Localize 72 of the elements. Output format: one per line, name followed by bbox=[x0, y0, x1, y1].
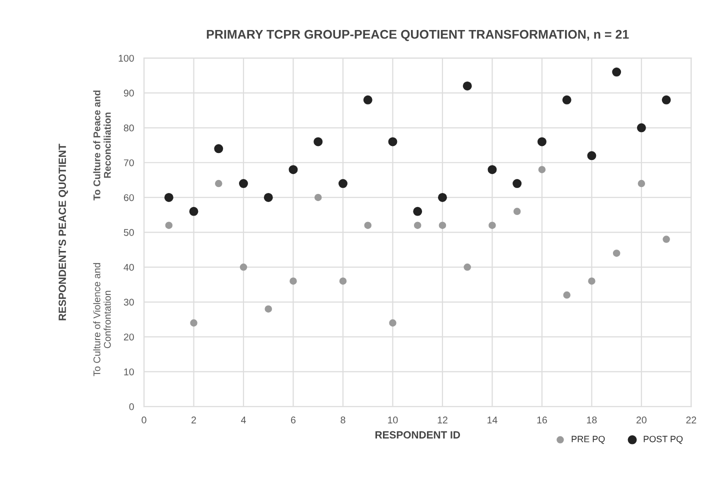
y-tick-label: 60 bbox=[124, 194, 134, 202]
y-tick-label: 100 bbox=[118, 54, 134, 62]
point bbox=[537, 137, 546, 146]
x-tick-label: 20 bbox=[636, 416, 646, 424]
text: To Culture of Peace and Reconciliation bbox=[93, 90, 111, 200]
point bbox=[638, 180, 646, 188]
y-tick-label: 80 bbox=[124, 124, 134, 132]
point bbox=[264, 305, 272, 313]
point bbox=[438, 222, 446, 229]
point bbox=[513, 208, 521, 216]
point bbox=[288, 165, 298, 174]
x-tick-label: 16 bbox=[537, 416, 547, 424]
x-tick-label: 6 bbox=[291, 416, 296, 424]
point bbox=[388, 137, 398, 146]
x-axis-title: RESPONDENT ID bbox=[375, 431, 460, 439]
y-tick-label: 70 bbox=[124, 159, 134, 166]
point bbox=[587, 151, 596, 160]
point bbox=[636, 123, 646, 132]
point bbox=[462, 81, 472, 90]
x-tick-label: 0 bbox=[142, 416, 146, 424]
point bbox=[414, 222, 422, 229]
x-tick-label: 4 bbox=[241, 416, 246, 424]
point bbox=[214, 180, 222, 188]
text: To Culture of Violence and Confrontation bbox=[93, 263, 111, 376]
point bbox=[662, 236, 670, 243]
point bbox=[338, 179, 348, 188]
legend-label: PRE PQ bbox=[572, 436, 605, 444]
point bbox=[612, 68, 622, 77]
y-tick-label: 0 bbox=[129, 403, 134, 410]
point bbox=[165, 222, 173, 229]
point bbox=[240, 264, 248, 271]
point bbox=[363, 95, 372, 104]
point bbox=[562, 95, 572, 104]
point bbox=[214, 144, 224, 154]
x-tick-label: 2 bbox=[192, 416, 196, 424]
y-tick-label: 10 bbox=[124, 368, 134, 376]
point bbox=[464, 264, 471, 271]
point bbox=[563, 291, 570, 299]
point bbox=[389, 319, 396, 327]
y-tick-label: 90 bbox=[124, 90, 134, 97]
y-axis-title: RESPONDENT'S PEACE QUOTIENT bbox=[58, 144, 68, 320]
y-tick-label: 20 bbox=[124, 334, 134, 340]
point bbox=[189, 206, 198, 216]
point bbox=[339, 277, 347, 285]
point bbox=[238, 179, 248, 188]
legend-label: POST PQ bbox=[644, 436, 683, 444]
y-tick-label: 50 bbox=[124, 229, 134, 236]
point bbox=[413, 206, 422, 216]
chart-title: PRIMARY TCPR GROUP-PEACE QUOTIENT TRANSFORMATION, n = 21 bbox=[206, 30, 629, 42]
point bbox=[538, 166, 546, 174]
y-tick-label: 40 bbox=[124, 264, 134, 271]
point bbox=[488, 165, 497, 174]
x-tick-label: 22 bbox=[686, 416, 696, 424]
point bbox=[488, 222, 496, 229]
point bbox=[190, 319, 198, 327]
point bbox=[364, 222, 372, 229]
point bbox=[512, 179, 522, 188]
point bbox=[438, 192, 447, 202]
point bbox=[612, 250, 620, 257]
y-tick-label: 30 bbox=[124, 298, 134, 306]
point bbox=[662, 95, 671, 104]
point bbox=[314, 137, 323, 146]
point bbox=[290, 277, 297, 285]
point bbox=[314, 194, 322, 202]
x-tick-label: 8 bbox=[340, 416, 346, 424]
x-tick-label: 18 bbox=[587, 416, 597, 424]
point bbox=[588, 277, 596, 285]
x-tick-label: 10 bbox=[388, 416, 398, 424]
x-tick-label: 14 bbox=[488, 416, 498, 424]
point bbox=[264, 192, 273, 202]
point bbox=[164, 192, 174, 202]
x-tick-label: 12 bbox=[438, 416, 448, 424]
